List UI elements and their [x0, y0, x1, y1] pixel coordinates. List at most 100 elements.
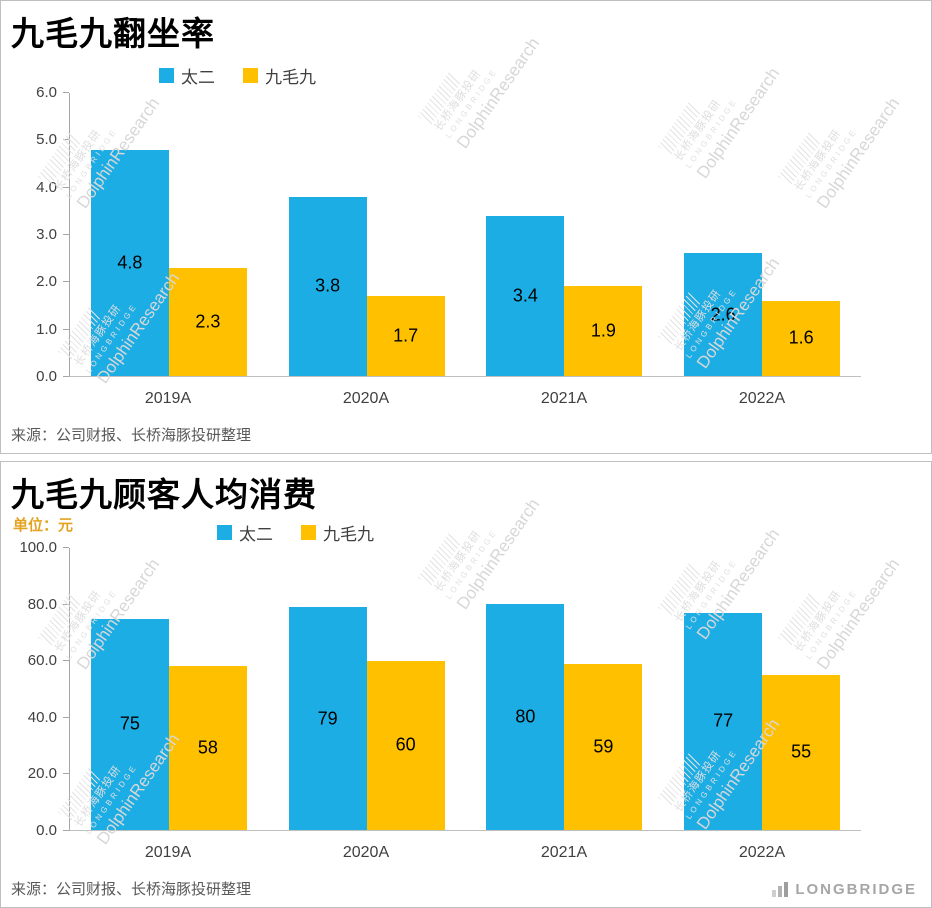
bar-value-label: 1.7 [393, 325, 419, 346]
bar-series-jiumaojiu: 2.3 [168, 267, 247, 376]
bar-group-2020A: 3.8 1.7 [268, 93, 466, 376]
bar-value-label: 60 [395, 734, 416, 755]
source-note: 来源：公司财报、长桥海豚投研整理 [11, 427, 252, 444]
bar-group-2022A: 2.6 1.6 [663, 93, 861, 376]
bar-series-taier: 79 [288, 607, 367, 830]
bar-series-taier: 80 [486, 604, 565, 830]
y-axis: 0.0 1.0 2.0 3.0 4.0 5.0 6.0 [15, 85, 69, 385]
x-axis: 2019A 2020A 2021A 2022A [69, 832, 861, 862]
y-axis-tick-mark [63, 716, 69, 718]
bar-value-label: 75 [119, 713, 140, 734]
y-axis-tick-label: 2.0 [36, 273, 57, 291]
legend-swatch-jiumaojiu [301, 525, 316, 540]
y-axis-tick-label: 4.0 [36, 178, 57, 196]
y-axis-tick-label: 0.0 [36, 368, 57, 385]
y-axis-tick-label: 20.0 [27, 765, 57, 783]
bar-value-label: 58 [197, 737, 218, 758]
bar-group-2021A: 80 59 [466, 548, 664, 830]
y-axis-tick-label: 40.0 [27, 708, 57, 726]
y-axis-tick-mark [63, 660, 69, 662]
legend-label-jiumaojiu: 九毛九 [323, 525, 374, 544]
bar-value-label: 1.9 [590, 320, 616, 341]
longbridge-logo-text: LONGBRIDGE [795, 881, 917, 898]
y-axis-tick-label: 0.0 [36, 822, 57, 839]
bar-value-label: 3.8 [315, 275, 341, 296]
legend-label-jiumaojiu: 九毛九 [265, 68, 316, 87]
legend-item-jiumaojiu: 九毛九 [301, 520, 374, 545]
source-note: 来源：公司财报、长桥海豚投研整理 [11, 881, 252, 898]
bar-series-jiumaojiu: 1.7 [366, 295, 445, 376]
bar-series-taier: 77 [684, 612, 763, 830]
y-axis-tick-label: 60.0 [27, 652, 57, 670]
y-axis-tick-label: 5.0 [36, 131, 57, 149]
legend-label-taier: 太二 [181, 68, 215, 87]
bar-series-jiumaojiu: 58 [168, 666, 247, 830]
y-axis-tick-label: 100.0 [19, 539, 57, 556]
bar-group-2021A: 3.4 1.9 [466, 93, 664, 376]
bar-value-label: 4.8 [117, 252, 143, 273]
y-axis-tick-mark [63, 547, 69, 548]
bar-series-taier: 3.8 [288, 196, 367, 376]
bar-value-label: 3.4 [512, 285, 538, 306]
legend-label-taier: 太二 [239, 525, 273, 544]
chart-title: 九毛九翻坐率 [11, 15, 215, 52]
bar-group-2022A: 77 55 [663, 548, 861, 830]
bar-value-label: 80 [515, 706, 536, 727]
y-axis-tick-label: 6.0 [36, 84, 57, 101]
x-axis-category-label: 2022A [738, 390, 786, 407]
y-axis-tick-mark [63, 281, 69, 283]
legend-item-jiumaojiu: 九毛九 [243, 63, 316, 88]
y-axis-tick-mark [63, 186, 69, 188]
plot-area: 0.0 1.0 2.0 3.0 4.0 5.0 6.0 4.8 2.3 3.8 1.7 3.4 1.9… [15, 85, 861, 385]
y-axis-tick-mark [63, 92, 69, 93]
bars-area: 4.8 2.3 3.8 1.7 3.4 1.9 2.6 1.6 [69, 93, 861, 377]
bar-value-label: 77 [713, 710, 734, 731]
chart-title: 九毛九顾客人均消费 [11, 476, 317, 513]
y-axis-tick-mark [63, 376, 69, 377]
bar-value-label: 79 [317, 708, 338, 729]
x-axis-category-label: 2021A [540, 844, 588, 861]
legend-item-taier: 太二 [217, 520, 273, 545]
bar-value-label: 2.3 [195, 311, 221, 332]
bar-group-2019A: 4.8 2.3 [70, 93, 268, 376]
chart-panel-turnover-rate: 九毛九翻坐率 太二 九毛九 0.0 1.0 2.0 3.0 4.0 5.0 6.0 4.8 2… [0, 0, 932, 454]
y-axis-tick-mark [63, 234, 69, 235]
bar-series-taier: 2.6 [684, 253, 763, 376]
bar-series-jiumaojiu: 55 [762, 674, 841, 830]
plot-area: 0.0 20.0 40.0 60.0 80.0 100.0 75 58 79 60 80 59 77 5… [15, 540, 861, 839]
bar-series-jiumaojiu: 60 [366, 660, 445, 830]
bar-series-jiumaojiu: 59 [564, 663, 643, 830]
bar-series-taier: 3.4 [486, 215, 565, 376]
longbridge-logo-icon [772, 882, 789, 897]
legend: 太二 九毛九 [217, 520, 374, 545]
x-axis-category-label: 2019A [144, 390, 192, 407]
y-axis: 0.0 20.0 40.0 60.0 80.0 100.0 [15, 540, 69, 839]
bar-series-taier: 75 [90, 618, 169, 830]
chart-panel-avg-spend: 九毛九顾客人均消费 单位：元 太二 九毛九 0.0 20.0 40.0 60.0 80.… [0, 461, 932, 908]
bar-series-jiumaojiu: 1.9 [564, 286, 643, 376]
bar-group-2020A: 79 60 [268, 548, 466, 830]
longbridge-logo: LONGBRIDGE [772, 882, 917, 897]
x-axis-category-label: 2019A [144, 844, 192, 861]
x-axis: 2019A 2020A 2021A 2022A [69, 378, 861, 408]
bar-series-taier: 4.8 [90, 149, 169, 376]
legend: 太二 九毛九 [159, 63, 316, 88]
x-axis-category-label: 2020A [342, 390, 390, 407]
x-axis-category-label: 2020A [342, 844, 390, 861]
legend-item-taier: 太二 [159, 63, 215, 88]
bar-series-jiumaojiu: 1.6 [762, 300, 841, 376]
y-axis-tick-label: 1.0 [36, 320, 57, 338]
y-axis-tick-label: 80.0 [27, 595, 57, 613]
y-axis-tick-label: 3.0 [36, 226, 57, 243]
bar-value-label: 55 [791, 741, 812, 762]
x-axis-category-label: 2022A [738, 844, 786, 861]
bar-value-label: 1.6 [788, 327, 814, 348]
y-axis-tick-mark [63, 830, 69, 831]
legend-swatch-taier [217, 525, 232, 540]
unit-label: 单位：元 [13, 517, 74, 534]
bar-group-2019A: 75 58 [70, 548, 268, 830]
legend-swatch-taier [159, 68, 174, 83]
bar-value-label: 59 [593, 736, 614, 757]
bars-area: 75 58 79 60 80 59 77 55 [69, 548, 861, 831]
bar-value-label: 2.6 [710, 304, 736, 325]
